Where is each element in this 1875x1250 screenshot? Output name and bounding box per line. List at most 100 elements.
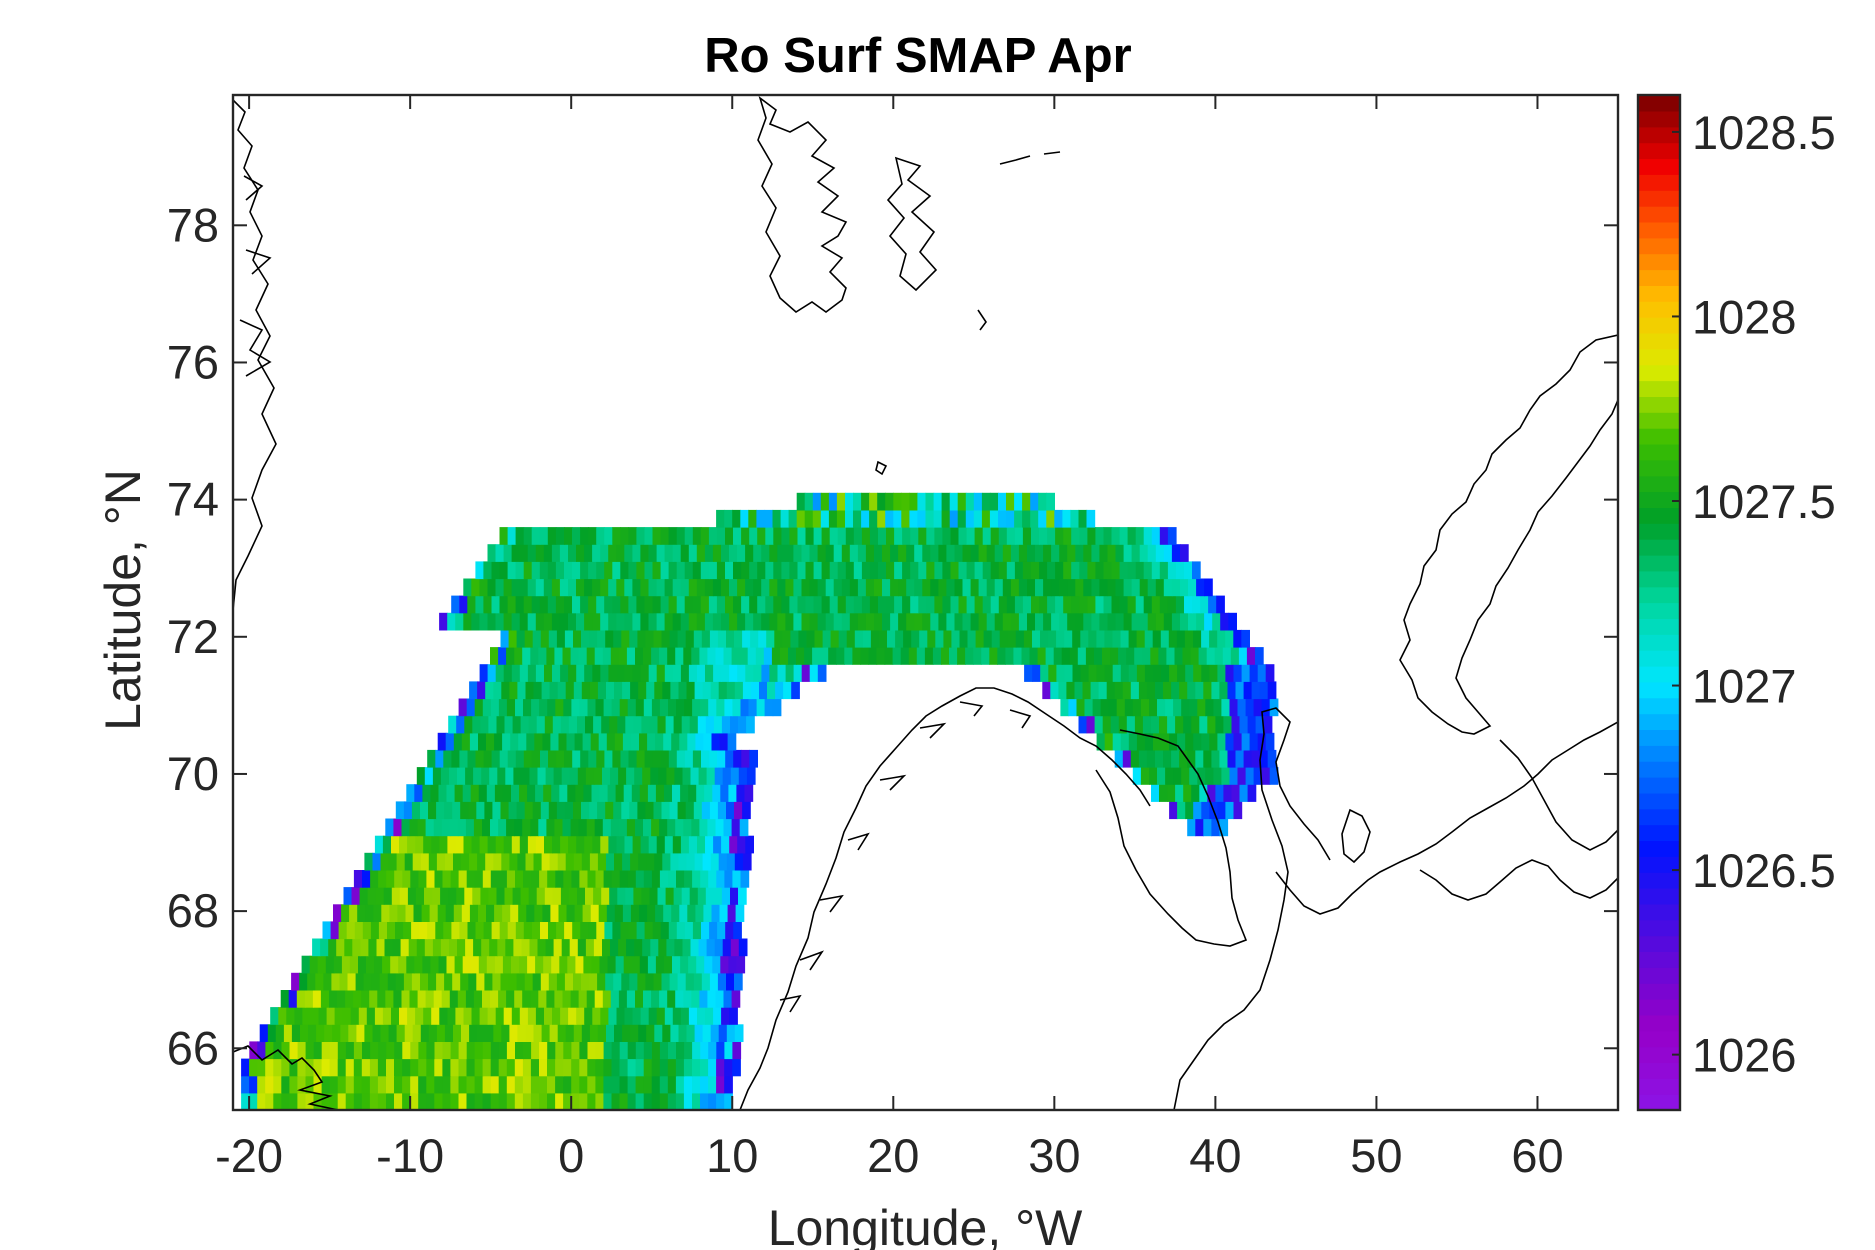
heatmap-cell [611, 1041, 621, 1060]
heatmap-cell [844, 647, 853, 665]
heatmap-cell [1201, 629, 1210, 648]
heatmap-cell [685, 629, 695, 648]
heatmap-cell [502, 732, 511, 751]
heatmap-cell [1223, 715, 1233, 734]
heatmap-cell [546, 990, 556, 1008]
heatmap-cell [441, 818, 451, 837]
heatmap-cell [757, 595, 766, 614]
heatmap-cell [506, 1075, 516, 1094]
heatmap-cell [680, 612, 690, 631]
heatmap-cell [462, 784, 472, 802]
heatmap-cell [385, 818, 394, 837]
heatmap-cell [497, 767, 506, 785]
heatmap-cell [917, 492, 927, 511]
heatmap-cell [451, 921, 461, 940]
heatmap-cell [637, 801, 647, 820]
heatmap-cell [569, 767, 579, 785]
heatmap-cell [437, 732, 447, 751]
heatmap-cell [721, 578, 730, 597]
heatmap-cell [828, 647, 837, 665]
heatmap-cell [425, 990, 435, 1008]
heatmap-cell [1088, 629, 1097, 648]
heatmap-cell [614, 852, 623, 871]
y-tick-label: 74 [167, 473, 219, 526]
heatmap-cell [424, 938, 434, 957]
heatmap-cell [633, 887, 643, 905]
heatmap-cell [688, 544, 698, 562]
heatmap-cell [483, 749, 493, 768]
heatmap-cell [538, 647, 547, 665]
heatmap-cell [363, 972, 373, 991]
colorbar-band [1638, 586, 1680, 604]
heatmap-cell [1112, 664, 1122, 682]
heatmap-cell [442, 1075, 452, 1094]
heatmap-cell [1067, 544, 1076, 562]
heatmap-cell [483, 595, 493, 614]
heatmap-cell [1138, 749, 1148, 768]
heatmap-cell [676, 870, 685, 888]
heatmap-cell [675, 990, 684, 1008]
coastline-greenland-fjords [239, 175, 272, 377]
heatmap-cell [1155, 681, 1164, 700]
heatmap-cell [1059, 612, 1068, 631]
heatmap-cell [978, 578, 988, 597]
heatmap-cell [604, 749, 614, 768]
heatmap-cell [742, 801, 751, 820]
heatmap-cell [1204, 578, 1213, 597]
heatmap-cell [638, 681, 647, 700]
heatmap-cell [554, 818, 564, 837]
heatmap-cell [619, 698, 629, 717]
heatmap-cell [672, 612, 682, 631]
heatmap-cell [523, 561, 533, 580]
heatmap-cell [709, 749, 718, 768]
heatmap-cell [1187, 749, 1196, 768]
heatmap-cell [618, 990, 628, 1008]
heatmap-cell [464, 887, 473, 905]
heatmap-cell [709, 629, 719, 648]
heatmap-cell [478, 955, 488, 974]
heatmap-cell [1253, 698, 1263, 717]
heatmap-cell [567, 955, 576, 974]
heatmap-cell [1030, 492, 1039, 511]
heatmap-cell [280, 990, 290, 1008]
heatmap-cell [716, 1075, 725, 1094]
heatmap-cell [426, 1092, 435, 1110]
heatmap-cell [383, 887, 393, 905]
heatmap-cell [353, 1041, 363, 1060]
heatmap-cell [853, 492, 862, 511]
heatmap-cell [552, 715, 562, 734]
heatmap-cell [522, 1092, 532, 1110]
heatmap-cell [378, 921, 388, 940]
heatmap-cell [935, 629, 944, 648]
heatmap-cell [445, 732, 455, 751]
heatmap-cell [529, 767, 539, 785]
heatmap-cell [755, 647, 765, 665]
heatmap-cell [837, 561, 847, 580]
heatmap-cell [717, 972, 727, 991]
heatmap-cell [367, 887, 377, 905]
heatmap-cell [890, 544, 899, 562]
heatmap-cell [565, 681, 575, 700]
heatmap-cell [1039, 595, 1048, 614]
heatmap-cell [886, 561, 895, 580]
colorbar-band [1638, 237, 1680, 255]
heatmap-cell [643, 1075, 653, 1094]
heatmap-cell [722, 767, 732, 785]
heatmap-cell [538, 818, 547, 837]
heatmap-cell [520, 715, 530, 734]
heatmap-cell [432, 767, 442, 785]
heatmap-cell [417, 818, 427, 837]
heatmap-cell [444, 801, 453, 820]
heatmap-cell [715, 818, 725, 837]
heatmap-cell [461, 732, 471, 751]
heatmap-cell [361, 1092, 371, 1110]
heatmap-cell [1167, 561, 1177, 580]
heatmap-cell [1136, 629, 1146, 648]
heatmap-cell [716, 1092, 725, 1110]
heatmap-cell [1055, 527, 1064, 545]
heatmap-cell [1046, 492, 1055, 511]
heatmap-cell [556, 972, 566, 991]
heatmap-cell [861, 595, 871, 614]
heatmap-cell [257, 1041, 266, 1060]
heatmap-cell [686, 681, 696, 700]
